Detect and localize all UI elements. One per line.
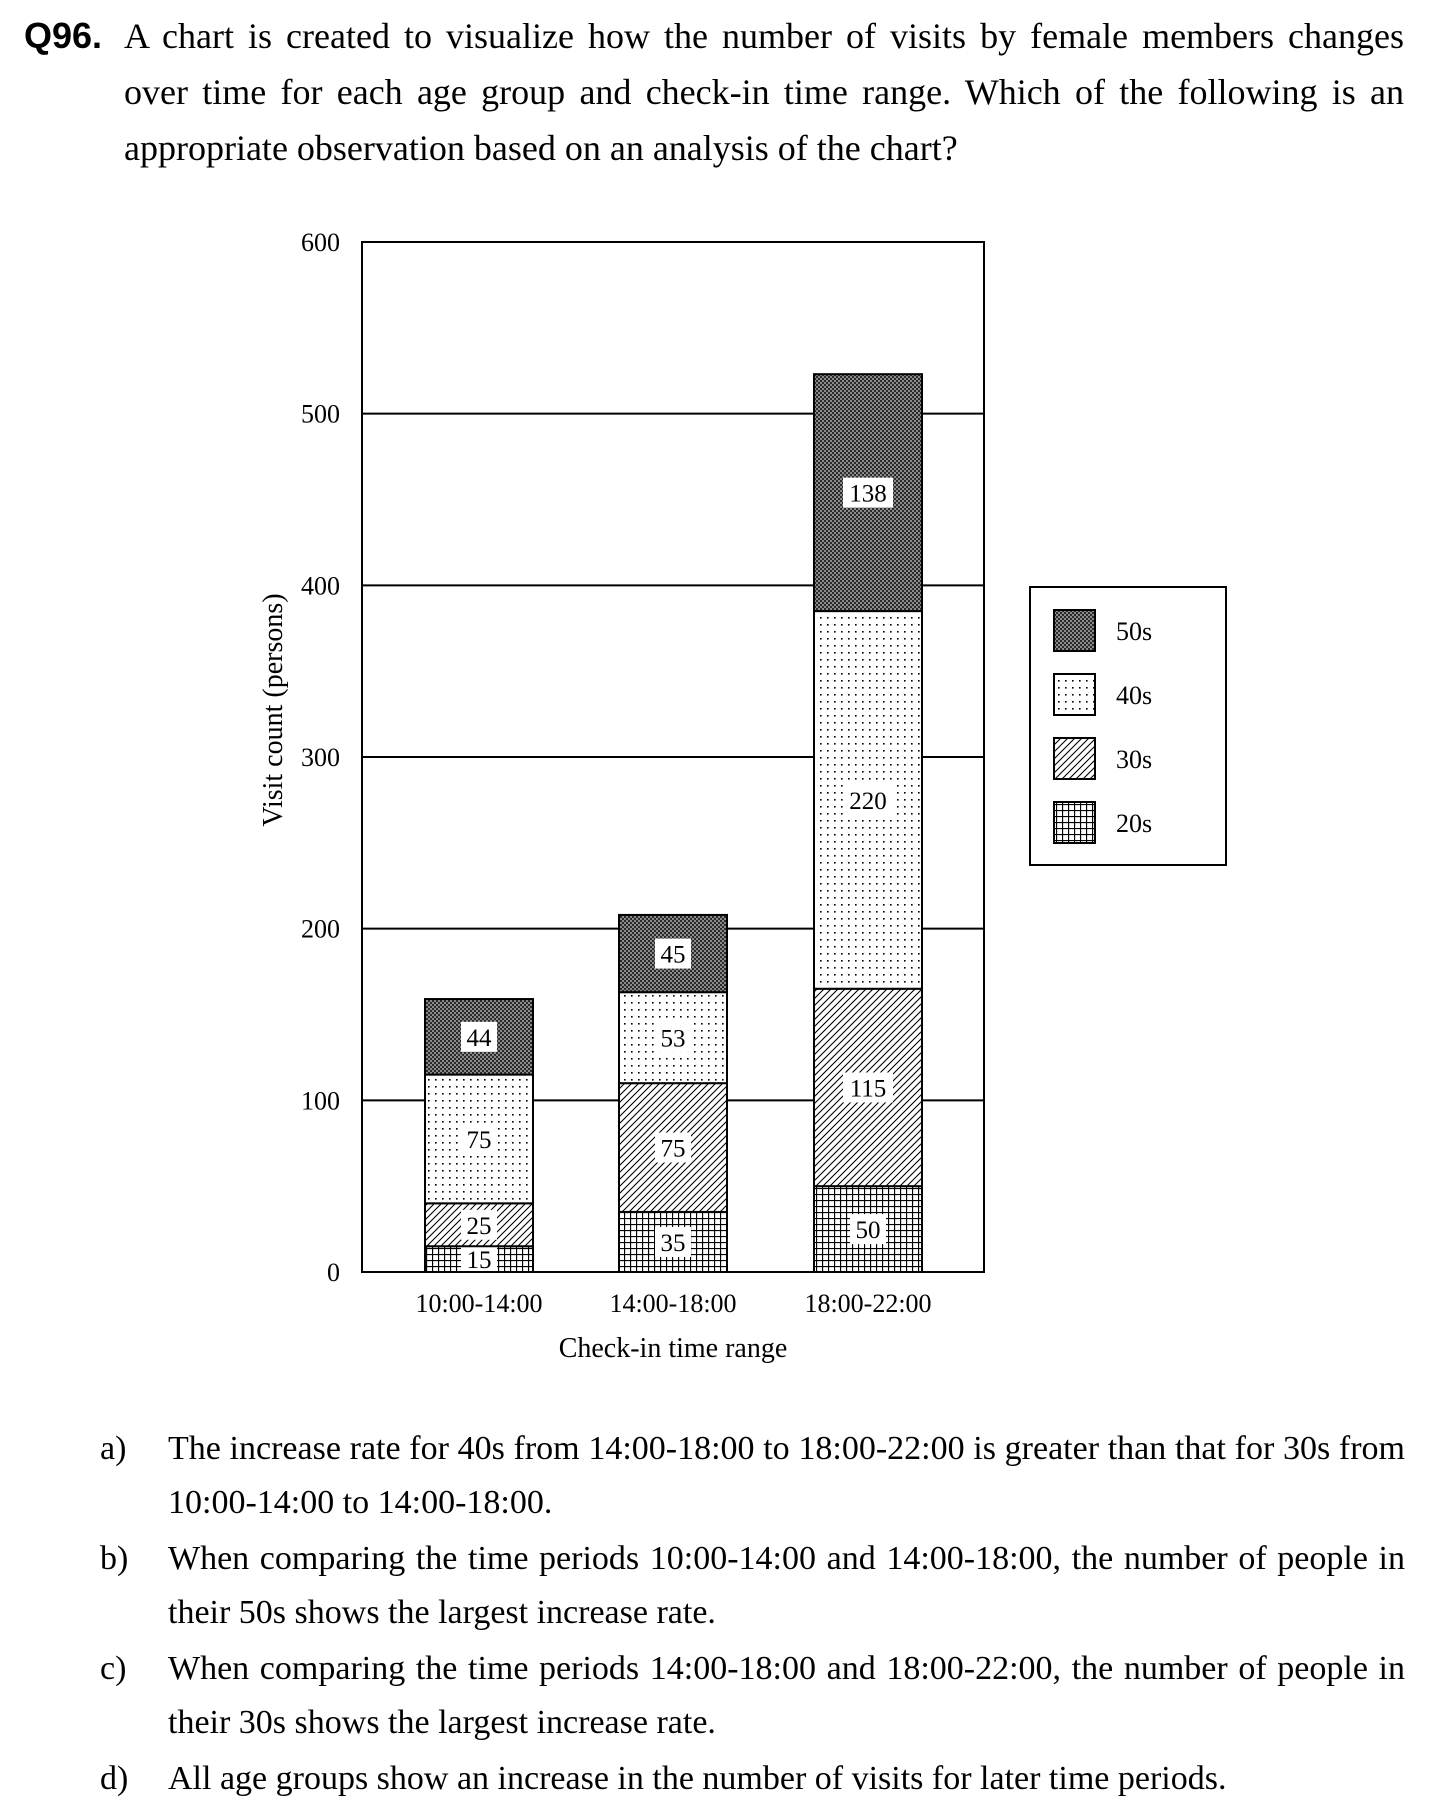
plot-frame — [361, 241, 985, 1273]
data-label-bg — [843, 784, 893, 815]
option-d[interactable]: d) All age groups show an increase in the… — [100, 1752, 1405, 1806]
option-letter: d) — [100, 1760, 129, 1797]
x-tick-label: 18:00-22:00 — [804, 1289, 931, 1318]
data-label-bg — [655, 1022, 691, 1053]
data-label: 44 — [467, 1025, 493, 1052]
option-b[interactable]: b) When comparing the time periods 10:00-… — [100, 1532, 1405, 1640]
y-tick-label: 300 — [301, 743, 340, 772]
data-label-bg — [461, 1123, 497, 1154]
data-label-bg — [655, 1226, 691, 1257]
data-label: 50 — [856, 1217, 881, 1244]
legend-label: 20s — [1116, 809, 1152, 838]
data-label-bg — [655, 1132, 691, 1163]
data-label-bg — [655, 938, 691, 969]
legend: 50s 40s 30s 20s — [1029, 586, 1227, 866]
question: Q96. A chart is created to visualize how… — [24, 8, 1404, 176]
data-label-bg — [850, 1214, 886, 1245]
option-letter: b) — [100, 1540, 129, 1577]
y-tick-label: 500 — [301, 400, 340, 429]
data-label: 75 — [467, 1127, 492, 1154]
data-label: 25 — [467, 1213, 492, 1240]
legend-label: 50s — [1116, 617, 1152, 646]
legend-swatch-30s — [1053, 737, 1096, 780]
legend-swatch-40s — [1053, 673, 1096, 716]
y-axis-label: Visit count (persons) — [258, 593, 289, 826]
data-label-bg — [461, 1244, 497, 1275]
legend-label: 30s — [1116, 745, 1152, 774]
data-label: 53 — [661, 1026, 686, 1053]
y-tick-label: 400 — [301, 571, 340, 600]
option-letter: c) — [100, 1650, 127, 1687]
legend-swatch-50s — [1053, 609, 1096, 652]
data-label-bg — [843, 477, 893, 508]
data-label: 15 — [467, 1247, 492, 1274]
option-text: When comparing the time periods 14:00-18… — [168, 1650, 1405, 1741]
option-text: When comparing the time periods 10:00-14… — [168, 1540, 1405, 1631]
data-label-bg — [461, 1209, 497, 1240]
y-tick-label: 200 — [301, 915, 340, 944]
x-tick-label: 10:00-14:00 — [415, 1289, 542, 1318]
data-label: 115 — [850, 1075, 887, 1102]
data-label: 35 — [661, 1230, 686, 1257]
y-tick-label: 100 — [301, 1086, 340, 1115]
y-tick-label: 600 — [301, 228, 340, 257]
question-text: A chart is created to visualize how the … — [124, 16, 1404, 168]
data-label: 45 — [661, 942, 686, 969]
y-tick-label: 0 — [327, 1258, 340, 1287]
x-tick-label: 14:00-18:00 — [609, 1289, 736, 1318]
data-label: 138 — [849, 481, 887, 508]
data-label-bg — [461, 1021, 497, 1052]
option-c[interactable]: c) When comparing the time periods 14:00-… — [100, 1642, 1405, 1750]
answer-options: a) The increase rate for 40s from 14:00-1… — [100, 1422, 1405, 1808]
option-text: All age groups show an increase in the n… — [168, 1760, 1227, 1797]
legend-swatch-20s — [1053, 801, 1096, 844]
option-a[interactable]: a) The increase rate for 40s from 14:00-1… — [100, 1422, 1405, 1530]
data-label: 220 — [849, 788, 887, 815]
legend-label: 40s — [1116, 681, 1152, 710]
stacked-bar-chart: 15 25 75 44 35 75 53 45 50 115 220 138 0 100 200 300 40… — [258, 228, 1227, 1364]
option-text: The increase rate for 40s from 14:00-18:… — [168, 1430, 1405, 1521]
option-letter: a) — [100, 1430, 127, 1467]
question-number: Q96. — [24, 15, 103, 56]
data-label-bg — [843, 1072, 893, 1103]
x-axis-label: Check-in time range — [559, 1333, 788, 1364]
data-label: 75 — [661, 1136, 686, 1163]
